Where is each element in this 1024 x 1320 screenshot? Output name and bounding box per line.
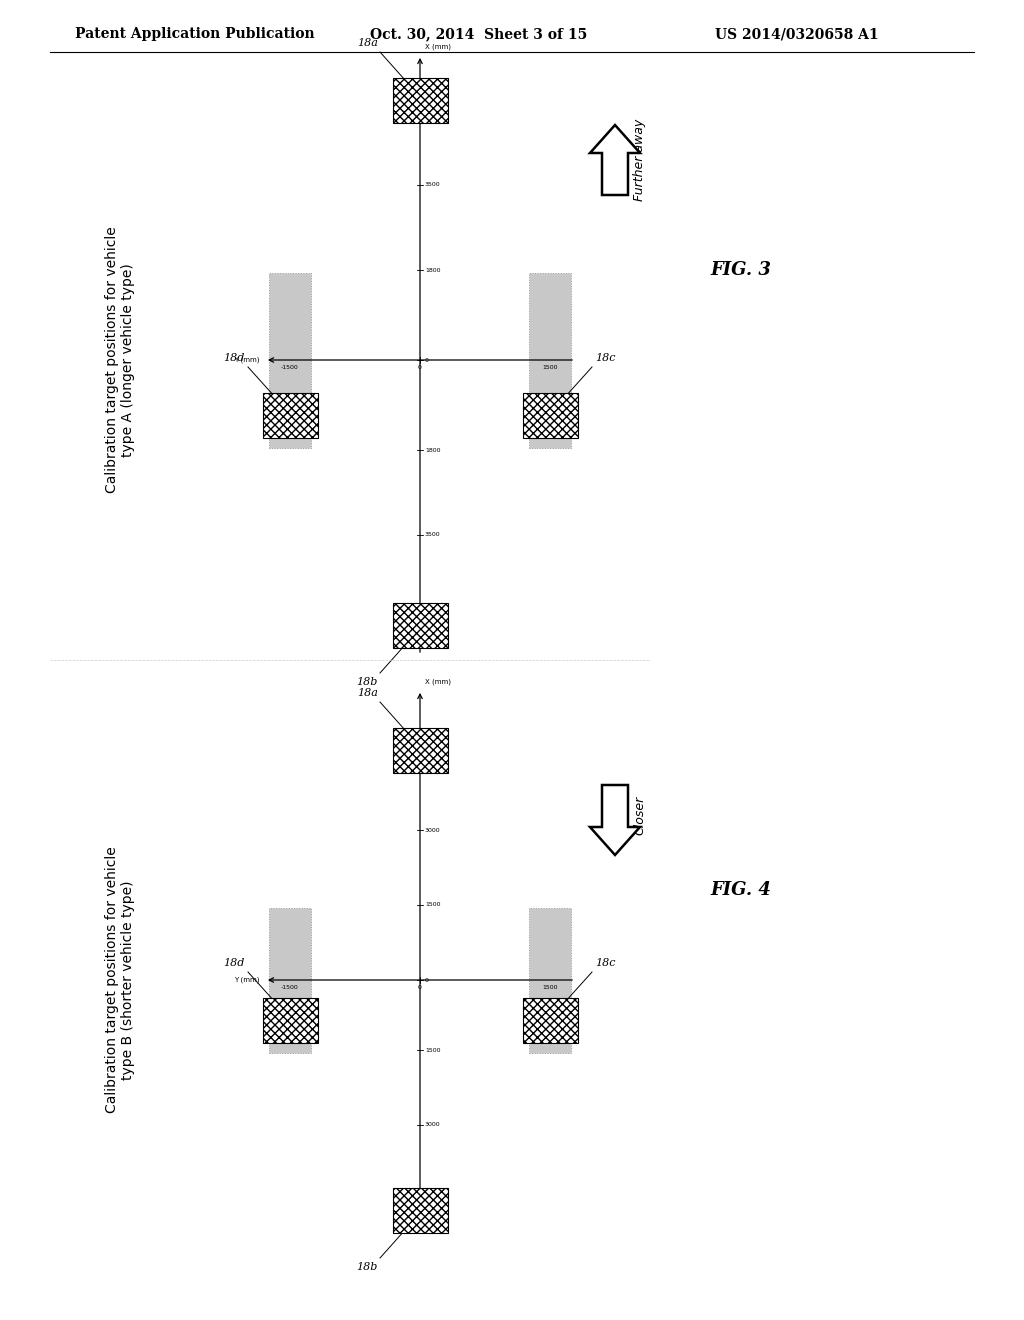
- Text: X (mm): X (mm): [425, 44, 451, 50]
- Bar: [262, 392, 317, 437]
- Bar: [392, 1188, 447, 1233]
- Bar: [392, 727, 447, 772]
- Text: US 2014/0320658 A1: US 2014/0320658 A1: [715, 26, 879, 41]
- Text: 5000: 5000: [425, 607, 440, 612]
- Text: 3000: 3000: [425, 1122, 440, 1127]
- Text: 3000: 3000: [425, 828, 440, 833]
- Text: -1500: -1500: [282, 366, 299, 370]
- Bar: [522, 392, 578, 437]
- Text: 1500: 1500: [543, 985, 558, 990]
- Text: 1500: 1500: [425, 1048, 440, 1052]
- Text: 18b: 18b: [356, 1262, 378, 1272]
- Text: Y (mm): Y (mm): [234, 356, 260, 363]
- Text: X (mm): X (mm): [425, 678, 451, 685]
- Polygon shape: [590, 125, 640, 195]
- Text: 0: 0: [418, 366, 422, 370]
- Bar: [269, 272, 311, 447]
- Text: 4500: 4500: [425, 752, 440, 758]
- Text: 18c: 18c: [595, 958, 615, 968]
- Bar: [392, 602, 447, 648]
- Text: 18c: 18c: [595, 352, 615, 363]
- Text: 18d: 18d: [223, 352, 245, 363]
- Text: 0: 0: [425, 978, 429, 982]
- Text: Oct. 30, 2014  Sheet 3 of 15: Oct. 30, 2014 Sheet 3 of 15: [370, 26, 587, 41]
- Text: 5000: 5000: [425, 103, 440, 107]
- Text: Y (mm): Y (mm): [234, 977, 260, 983]
- Bar: [269, 908, 311, 1052]
- Text: 3500: 3500: [425, 532, 440, 537]
- Text: 18b: 18b: [356, 677, 378, 686]
- Bar: [522, 998, 578, 1043]
- Text: 18d: 18d: [223, 958, 245, 968]
- Text: Closer: Closer: [633, 796, 646, 834]
- Text: FIG. 4: FIG. 4: [710, 880, 771, 899]
- Text: 1800: 1800: [425, 447, 440, 453]
- Bar: [529, 908, 571, 1052]
- Text: Further away: Further away: [633, 119, 646, 201]
- Text: 3500: 3500: [425, 182, 440, 187]
- Text: Patent Application Publication: Patent Application Publication: [75, 26, 314, 41]
- Text: 0: 0: [425, 358, 429, 363]
- Text: 1500: 1500: [543, 366, 558, 370]
- Text: Calibration target positions for vehicle
type A (longer vehicle type): Calibration target positions for vehicle…: [104, 227, 135, 494]
- Text: -1500: -1500: [282, 985, 299, 990]
- Text: Calibration target positions for vehicle
type B (shorter vehicle type): Calibration target positions for vehicle…: [104, 846, 135, 1113]
- Bar: [262, 998, 317, 1043]
- Bar: [529, 272, 571, 447]
- Text: 0: 0: [418, 985, 422, 990]
- Text: 1800: 1800: [425, 268, 440, 272]
- Text: 1500: 1500: [425, 903, 440, 908]
- Text: 18a: 18a: [357, 38, 378, 48]
- Polygon shape: [590, 785, 640, 855]
- Text: 18a: 18a: [357, 688, 378, 698]
- Bar: [392, 78, 447, 123]
- Text: FIG. 3: FIG. 3: [710, 261, 771, 279]
- Text: 4500: 4500: [425, 1188, 440, 1192]
